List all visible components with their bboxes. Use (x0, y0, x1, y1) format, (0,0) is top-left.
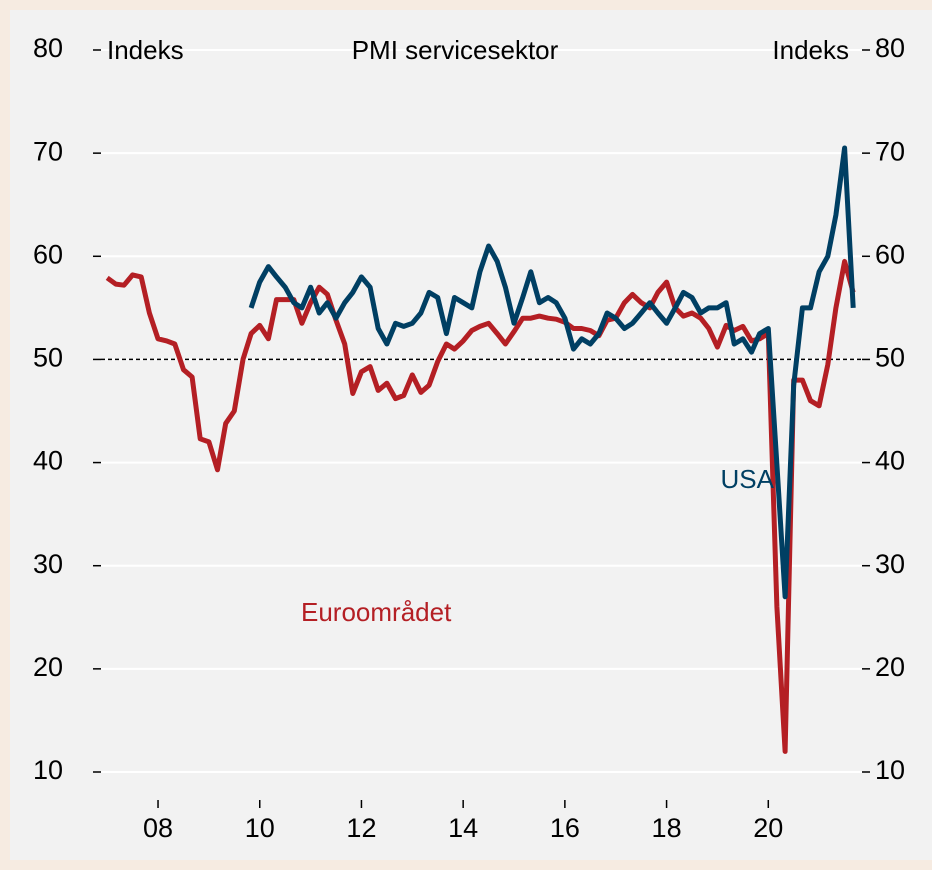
y-tick-label: 70 (33, 136, 63, 166)
y2-tick-label: 70 (875, 136, 905, 166)
y2-tick-label: 80 (875, 33, 905, 63)
y2-tick-label: 50 (875, 343, 905, 373)
y-tick-label: 60 (33, 239, 63, 269)
y-tick-label: 30 (33, 549, 63, 579)
x-tick-label: 08 (143, 813, 173, 843)
y2-tick-label: 30 (875, 549, 905, 579)
y2-tick-label: 40 (875, 446, 905, 476)
x-tick-label: 18 (652, 813, 682, 843)
x-tick-label: 14 (448, 813, 478, 843)
y-tick-label: 80 (33, 33, 63, 63)
y-axis-label: Indeks (107, 35, 184, 65)
plot-panel (10, 10, 932, 860)
series-line (248, 145, 856, 600)
x-tick-label: 20 (753, 813, 783, 843)
annotation: USA (721, 464, 775, 494)
y-tick-label: 20 (33, 652, 63, 682)
y2-axis-label: Indeks (772, 35, 849, 65)
y-tick-label: 50 (33, 343, 63, 373)
y2-tick-label: 10 (875, 755, 905, 785)
y-tick-label: 10 (33, 755, 63, 785)
x-tick-label: 16 (550, 813, 580, 843)
annotation: Euroområdet (301, 597, 452, 627)
y2-tick-label: 20 (875, 652, 905, 682)
y-tick-label: 40 (33, 446, 63, 476)
chart-title: PMI servicesektor (352, 35, 559, 65)
x-tick-label: 10 (245, 813, 275, 843)
x-tick-label: 12 (346, 813, 376, 843)
y2-tick-label: 60 (875, 239, 905, 269)
